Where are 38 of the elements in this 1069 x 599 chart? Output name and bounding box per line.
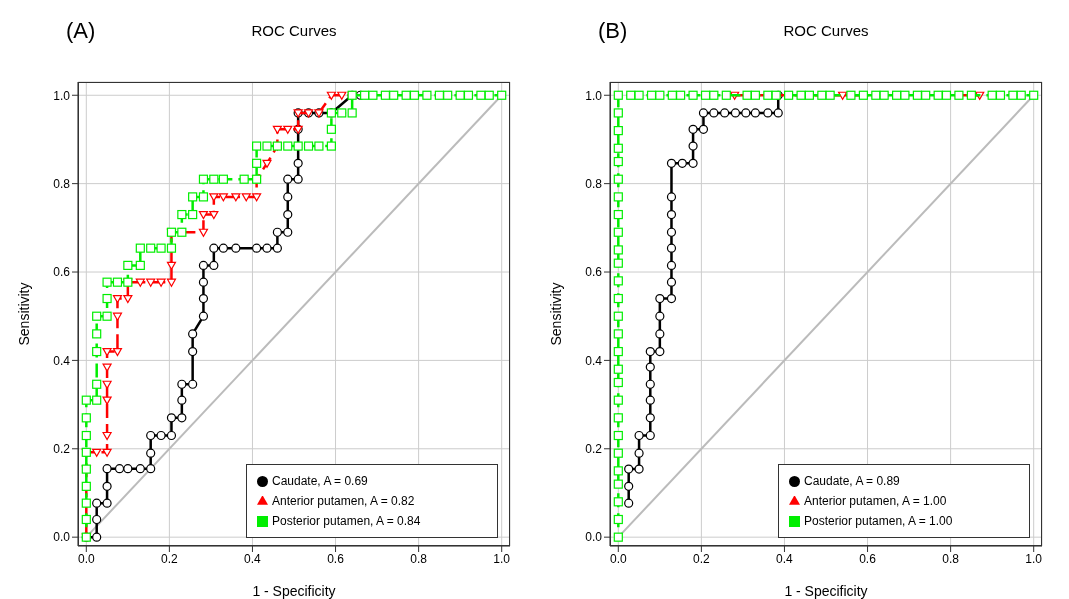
y-tick-label: 0.4	[53, 353, 71, 368]
chart-title: ROC Curves	[783, 22, 869, 39]
y-tick-label: 0.6	[53, 265, 71, 280]
y-tick-label: 0.0	[53, 530, 71, 545]
chart-title: ROC Curves	[251, 22, 337, 39]
x-tick-label: 0.6	[327, 551, 345, 566]
y-tick-label: 0.4	[585, 353, 603, 368]
legend-label: Anterior putamen, A = 0.82	[272, 494, 415, 508]
x-tick-label: 0.2	[693, 551, 711, 566]
legend-label: Caudate, A = 0.89	[804, 474, 900, 488]
x-tick-label: 0.2	[161, 551, 179, 566]
y-tick-label: 1.0	[53, 88, 71, 103]
x-tick-label: 1.0	[493, 551, 511, 566]
y-tick-label: 0.6	[585, 265, 603, 280]
x-tick-label: 0.0	[77, 551, 95, 566]
legend-label: Anterior putamen, A = 1.00	[804, 494, 947, 508]
y-axis-title: Sensitivity	[547, 282, 564, 346]
text: (B)	[598, 18, 628, 44]
x-tick-label: 0.4	[244, 551, 262, 566]
legend-label: Caudate, A = 0.69	[272, 474, 368, 488]
x-axis-title: 1 - Specificity	[784, 583, 868, 599]
x-tick-label: 0.6	[859, 551, 877, 566]
legend-label: Posterior putamen, A = 0.84	[272, 514, 421, 528]
x-axis-title: 1 - Specificity	[252, 583, 336, 599]
y-tick-label: 0.0	[585, 530, 603, 545]
y-tick-label: 0.2	[585, 442, 603, 457]
text: (A)	[66, 18, 96, 44]
x-tick-label: 0.4	[776, 551, 794, 566]
y-tick-label: 0.2	[53, 442, 71, 457]
y-axis-title: Sensitivity	[15, 282, 32, 346]
x-tick-label: 0.0	[609, 551, 627, 566]
y-tick-label: 1.0	[585, 88, 603, 103]
x-tick-label: 0.8	[410, 551, 428, 566]
y-tick-label: 0.8	[53, 176, 71, 191]
y-tick-label: 0.8	[585, 176, 603, 191]
legend-label: Posterior putamen, A = 1.00	[804, 514, 953, 528]
x-tick-label: 1.0	[1025, 551, 1043, 566]
x-tick-label: 0.8	[942, 551, 960, 566]
